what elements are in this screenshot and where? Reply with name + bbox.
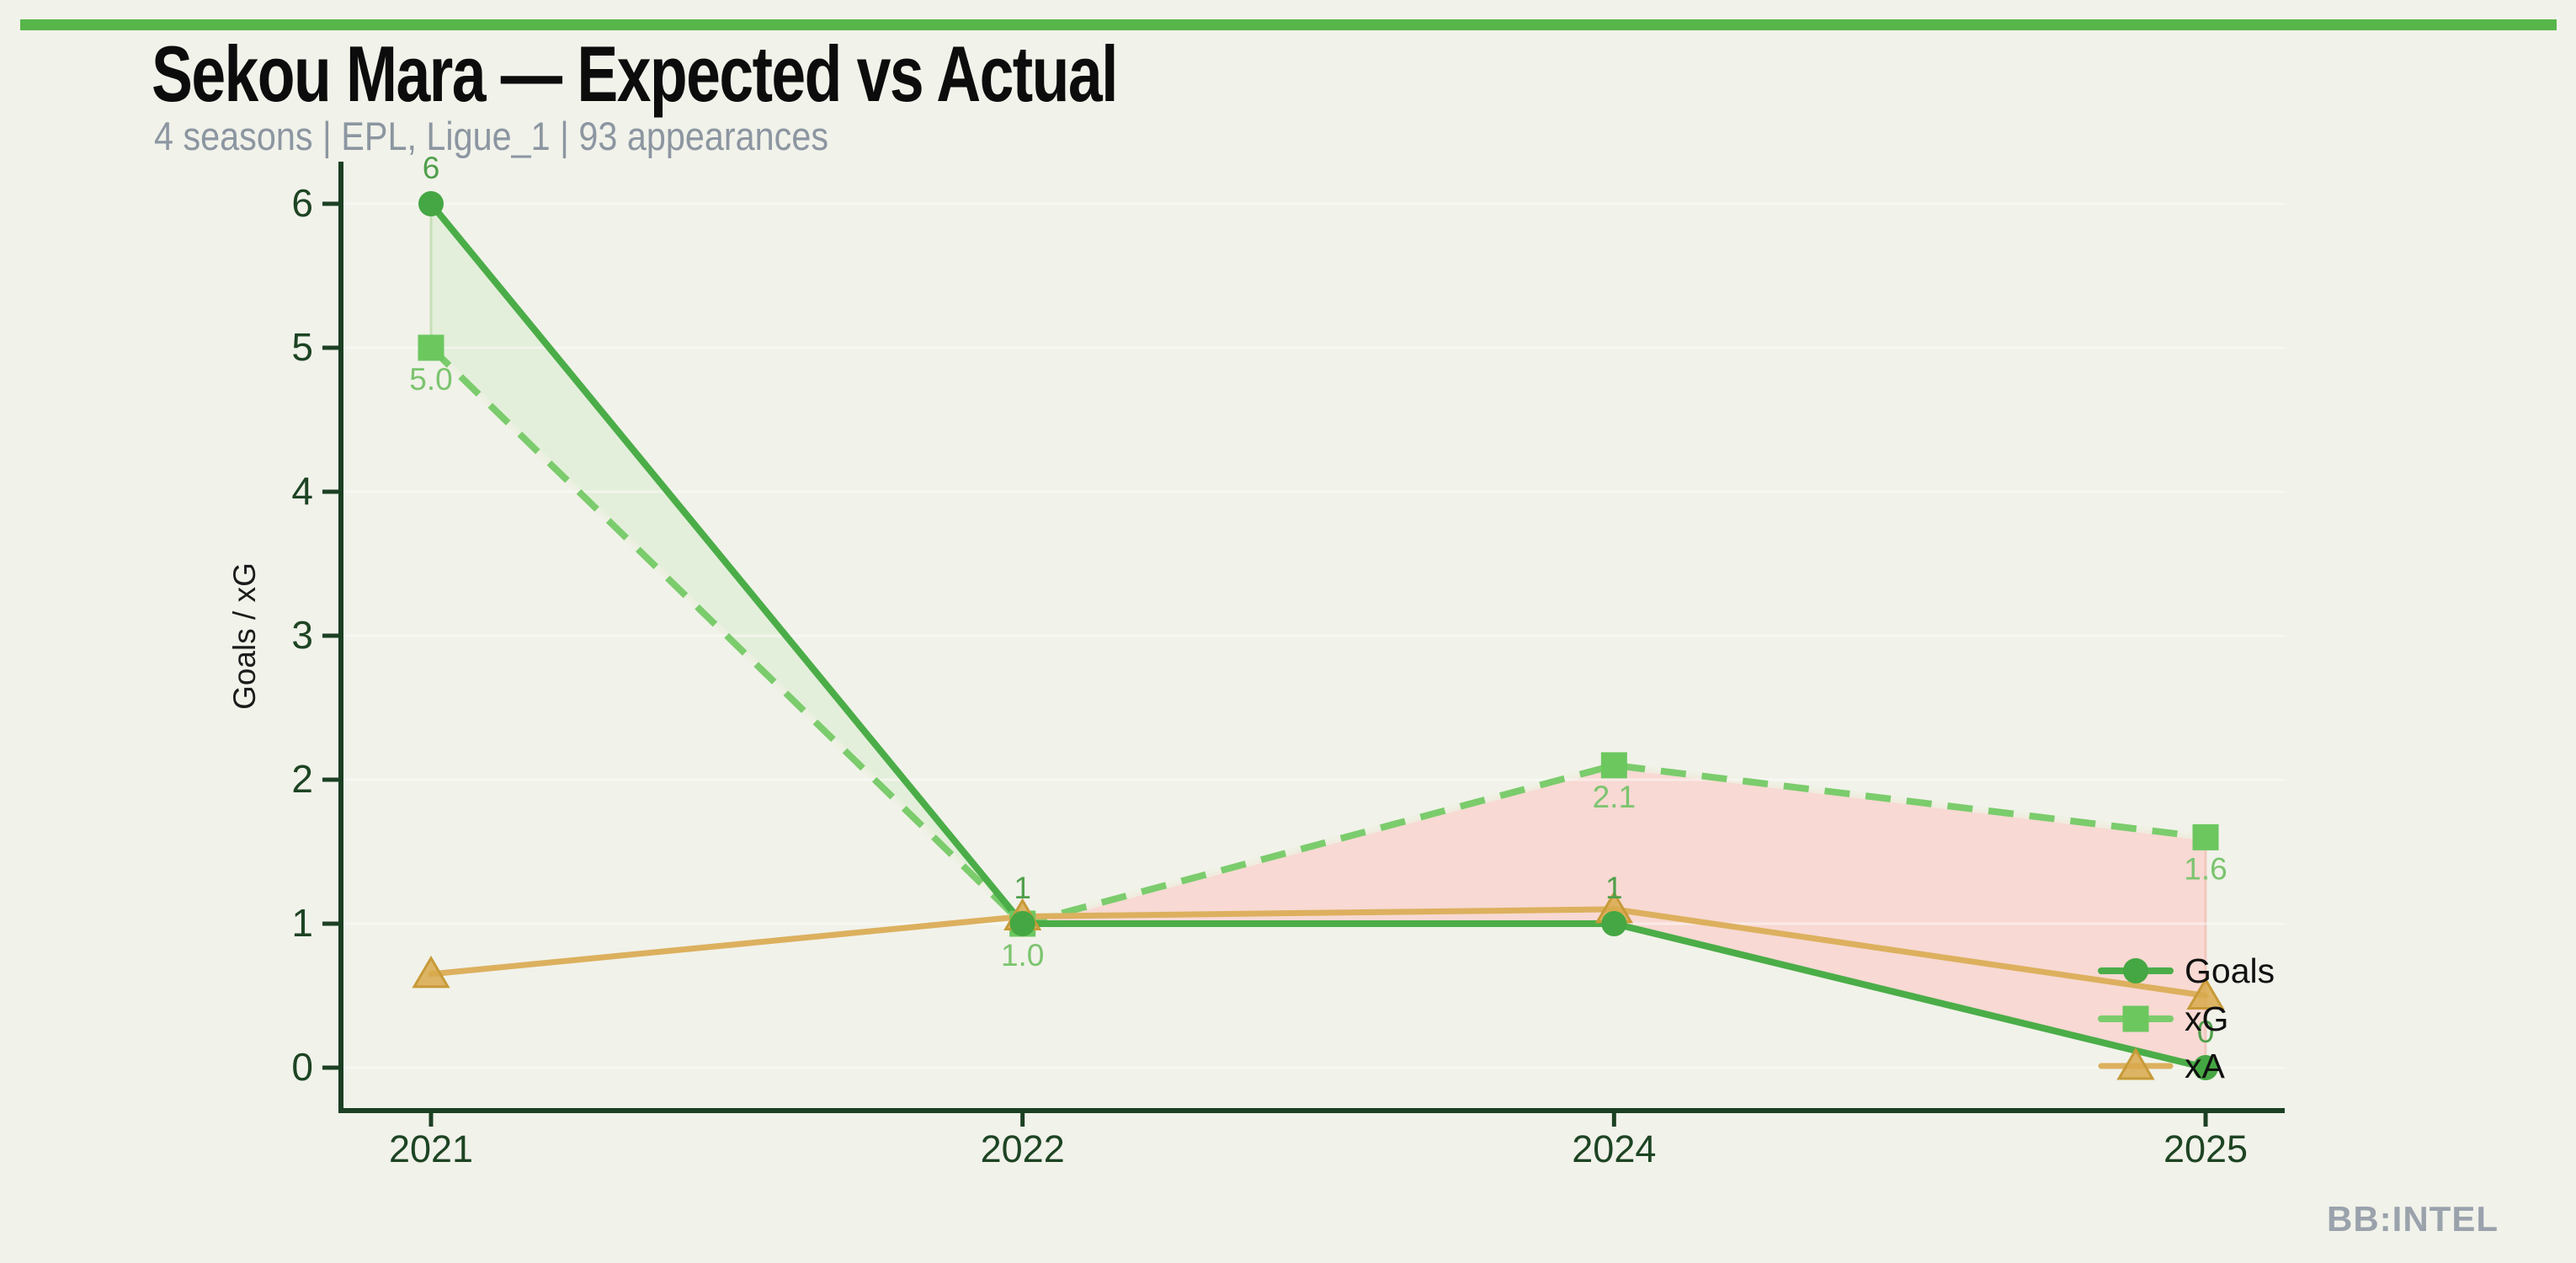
y-axis-title: Goals / xG xyxy=(227,562,262,710)
xg-marker xyxy=(2192,823,2219,850)
x-tick-label: 2024 xyxy=(1572,1127,1656,1170)
xa-marker xyxy=(412,955,450,989)
goals-data-label: 0 xyxy=(2197,1015,2215,1049)
y-tick-label: 2 xyxy=(291,757,313,801)
y-tick-label: 3 xyxy=(291,613,313,657)
xg-marker xyxy=(418,334,444,361)
goals-line xyxy=(428,200,2209,1071)
xa-marker xyxy=(2186,977,2225,1010)
legend-item-xg: xG xyxy=(2098,999,2228,1038)
goals-marker xyxy=(2192,1055,2218,1080)
goals-marker xyxy=(1601,911,1627,936)
x-tick-label: 2022 xyxy=(981,1127,1065,1170)
xg-marker xyxy=(1600,752,1627,779)
xg-data-label: 1.6 xyxy=(2184,851,2227,886)
x-tick-label: 2025 xyxy=(2164,1127,2248,1170)
xg-data-label: 2.1 xyxy=(1593,780,1636,814)
watermark-logo: BB:INTEL xyxy=(2327,1199,2499,1239)
legend-marker-circle xyxy=(2123,958,2148,983)
goals-data-label: 6 xyxy=(423,151,440,185)
y-tick-label: 4 xyxy=(291,469,313,513)
goals-data-label: 1 xyxy=(1605,871,1623,905)
y-tick-label: 5 xyxy=(291,325,313,369)
xa-line xyxy=(428,906,2209,999)
legend-marker-triangle xyxy=(2116,1047,2155,1080)
x-tick-label: 2021 xyxy=(389,1127,473,1170)
legend-item-xa: xA xyxy=(2098,1047,2226,1085)
xg-line xyxy=(428,345,2206,927)
page-subtitle: 4 seasons | EPL, Ligue_1 | 93 appearance… xyxy=(154,114,829,158)
goals-marker xyxy=(1009,911,1035,936)
y-tick-label: 0 xyxy=(291,1045,313,1089)
xg-data-label: 1.0 xyxy=(1001,938,1044,973)
goals-data-label: 1 xyxy=(1014,871,1031,905)
y-tick-label: 1 xyxy=(291,901,313,945)
legend-label: xG xyxy=(2185,999,2228,1038)
top-accent-bar xyxy=(20,19,2557,30)
y-tick-label: 6 xyxy=(291,181,313,225)
legend-label: xA xyxy=(2185,1047,2226,1085)
fill-region-underperformance xyxy=(1614,765,2206,1068)
xg-data-label: 5.0 xyxy=(409,362,452,397)
goals-marker xyxy=(418,191,444,216)
legend-item-goals: Goals xyxy=(2098,951,2275,990)
legend-marker-square xyxy=(2122,1005,2149,1032)
legend-label: Goals xyxy=(2185,951,2275,990)
page-title: Sekou Mara — Expected vs Actual xyxy=(152,29,1118,118)
